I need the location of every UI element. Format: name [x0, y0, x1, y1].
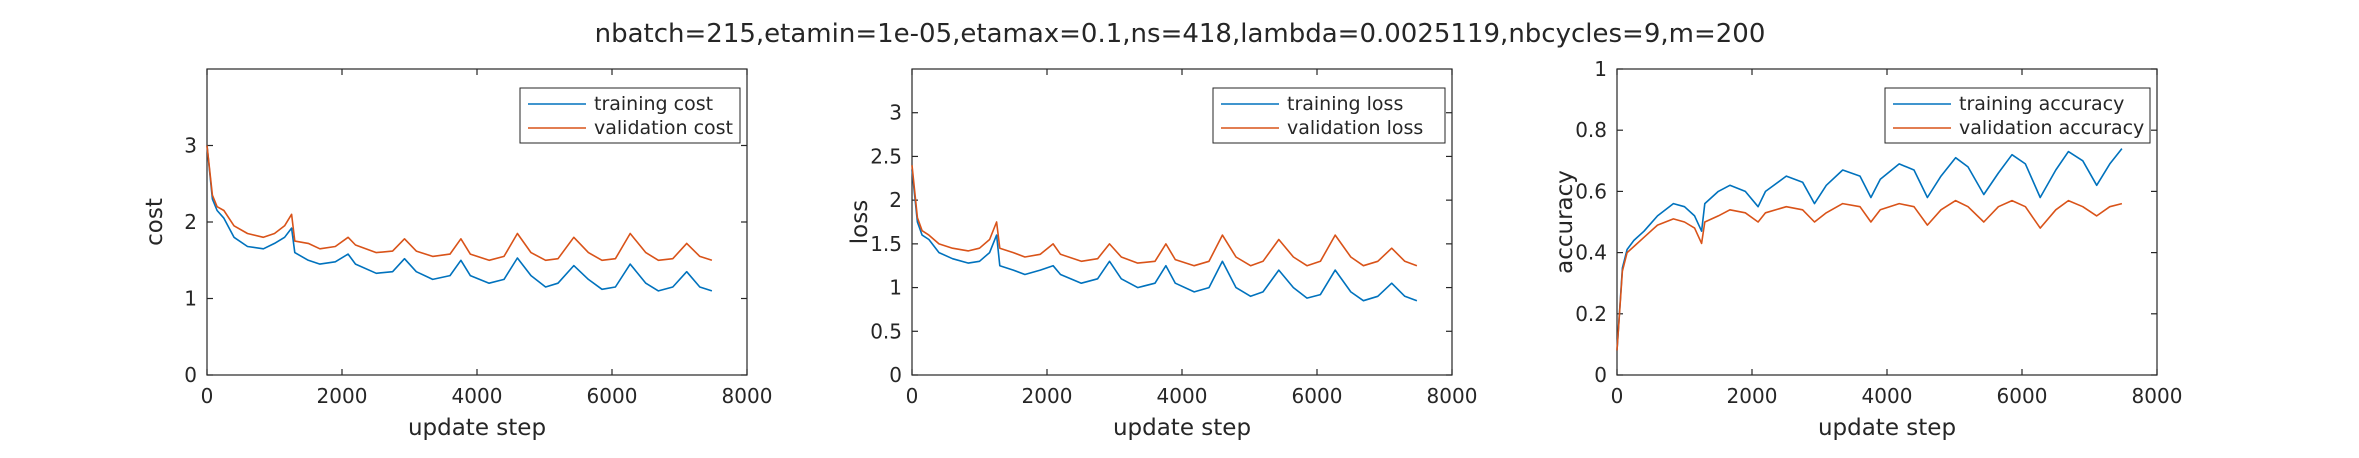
series-line-training	[911, 169, 1418, 302]
chart-2: 0 2000 4000 6000 8000 0 0.5 1 1.5 2 2.5 3 update ste…	[847, 68, 1478, 441]
y-axis-label: loss	[847, 200, 873, 244]
y-axis-label: cost	[142, 198, 168, 246]
x-tick-label: 4000	[452, 384, 503, 408]
y-tick-label: 0	[1594, 363, 1607, 387]
x-tick-label: 0	[1611, 384, 1624, 408]
legend-box	[519, 87, 741, 144]
chart-1: 0 2000 4000 6000 8000 0 1 2 3 update step cost trai…	[142, 68, 773, 441]
y-tick-label: 0.4	[1575, 241, 1607, 265]
y-tick-label: 2	[889, 188, 902, 212]
legend-box	[1884, 87, 2151, 144]
x-tick-label: 4000	[1157, 384, 1208, 408]
legend-label: validation cost	[594, 117, 733, 139]
x-tick-label: 6000	[587, 384, 638, 408]
x-tick-label: 0	[201, 384, 214, 408]
x-tick-label: 6000	[1292, 384, 1343, 408]
y-tick-label: 3	[184, 134, 197, 158]
series-line-training	[206, 145, 713, 292]
series-line-validation	[1616, 199, 2123, 351]
y-axis-label: accuracy	[1552, 170, 1578, 274]
y-tick-label: 2.5	[870, 144, 902, 168]
y-tick-label: 1	[1594, 57, 1607, 81]
x-axis-label: update step	[1818, 415, 1956, 441]
y-tick-label: 0	[184, 363, 197, 387]
x-tick-label: 8000	[722, 384, 773, 408]
x-tick-label: 0	[906, 384, 919, 408]
x-tick-label: 2000	[317, 384, 368, 408]
legend-label: training cost	[594, 93, 713, 115]
figure-title: nbatch=215,etamin=1e-05,etamax=0.1,ns=41…	[595, 19, 1766, 49]
series-line-training	[1616, 148, 2123, 351]
y-tick-label: 0.5	[870, 319, 902, 343]
x-tick-label: 2000	[1022, 384, 1073, 408]
y-tick-label: 0.6	[1575, 179, 1607, 203]
y-tick-label: 3	[889, 101, 902, 125]
x-tick-label: 6000	[1997, 384, 2048, 408]
legend-label: training loss	[1287, 93, 1403, 115]
chart-3: 0 2000 4000 6000 8000 0 0.2 0.4 0.6 0.8 1 update st…	[1552, 57, 2182, 441]
x-tick-label: 8000	[1427, 384, 1478, 408]
y-tick-label: 0.8	[1575, 118, 1607, 142]
y-tick-label: 0.2	[1575, 302, 1607, 326]
legend-label: training accuracy	[1959, 93, 2124, 115]
y-tick-label: 0	[889, 363, 902, 387]
series-line-validation	[911, 165, 1418, 267]
y-tick-label: 1	[184, 287, 197, 311]
x-axis-label: update step	[408, 415, 546, 441]
series-line-validation	[206, 145, 713, 262]
legend-label: validation loss	[1287, 117, 1423, 139]
x-tick-label: 4000	[1862, 384, 1913, 408]
legend-label: validation accuracy	[1959, 117, 2144, 139]
x-axis-label: update step	[1113, 415, 1251, 441]
y-tick-label: 2	[184, 210, 197, 234]
x-tick-label: 8000	[2132, 384, 2183, 408]
x-tick-label: 2000	[1727, 384, 1778, 408]
legend-box	[1212, 87, 1446, 144]
y-tick-label: 1.5	[870, 232, 902, 256]
y-tick-label: 1	[889, 276, 902, 300]
